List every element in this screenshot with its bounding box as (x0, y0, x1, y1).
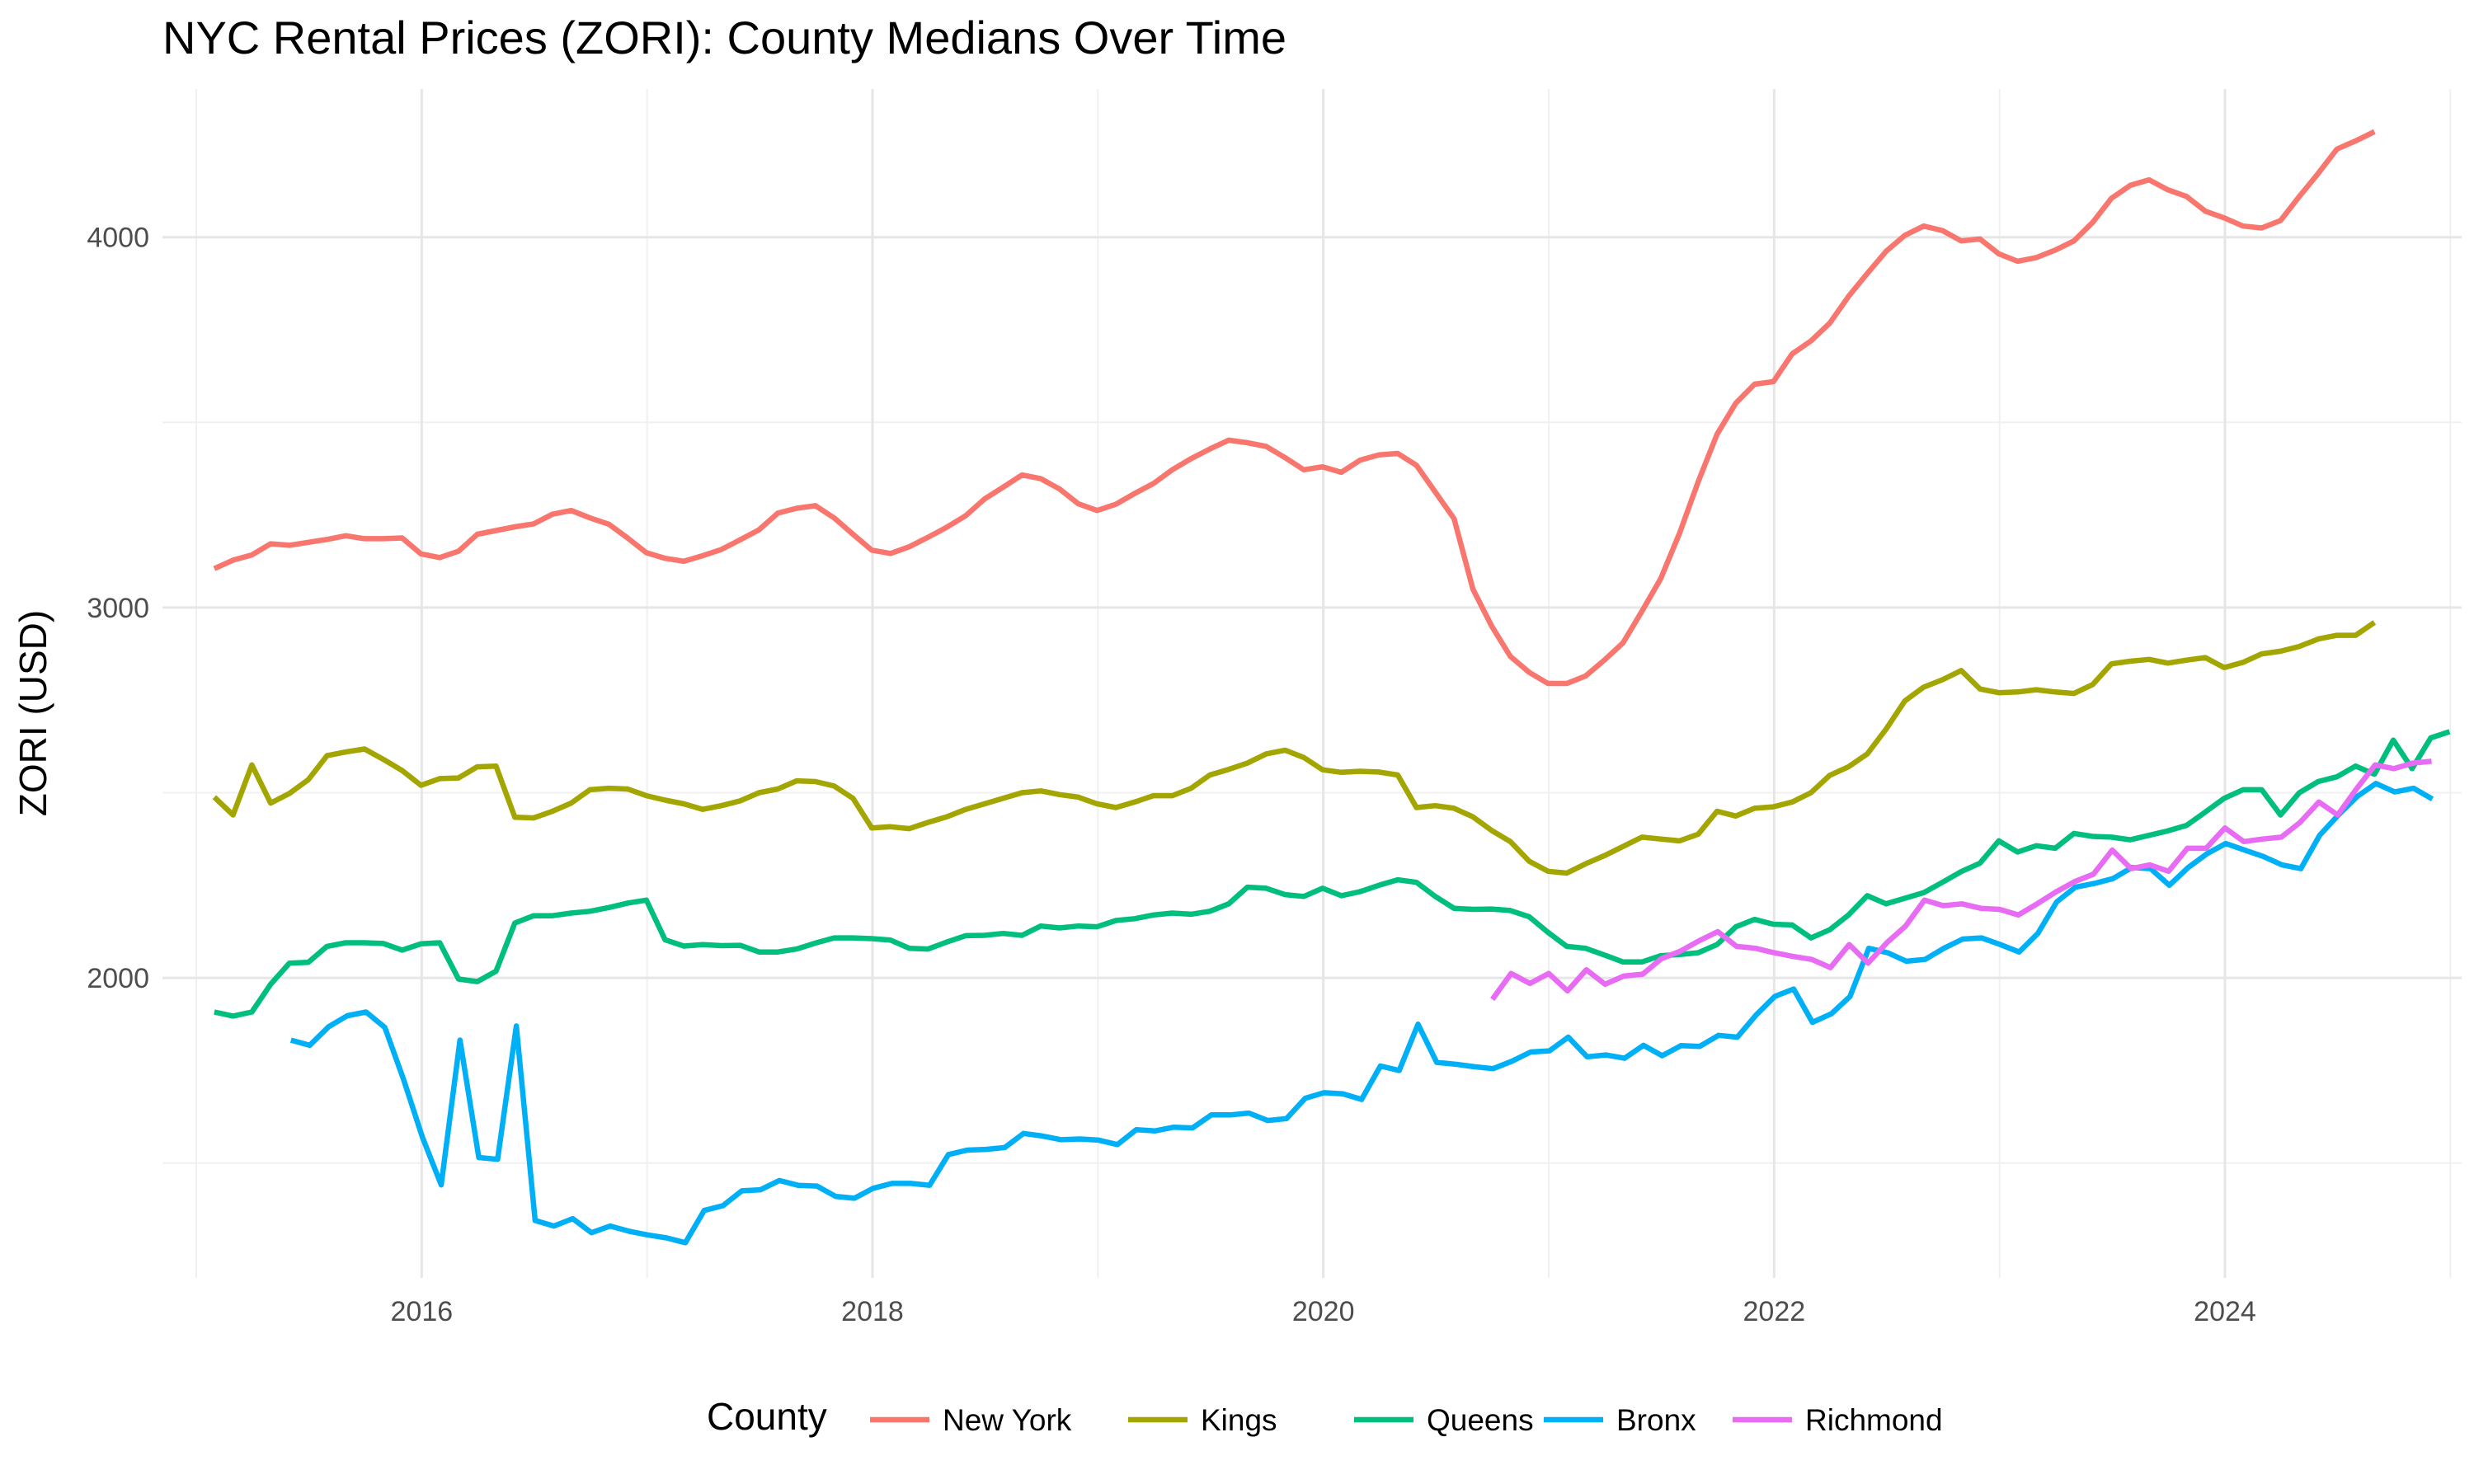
legend-title: County (707, 1395, 827, 1438)
series-line-bronx (289, 781, 2434, 1246)
series-lines (212, 129, 2451, 1246)
legend-label-kings: Kings (1201, 1403, 1277, 1437)
legend-label-richmond: Richmond (1805, 1403, 1943, 1437)
legend-label-new-york: New York (943, 1403, 1072, 1437)
x-tick-label: 2020 (1292, 1296, 1355, 1327)
series-line-richmond (1490, 758, 2432, 1002)
legend-label-queens: Queens (1427, 1403, 1534, 1437)
chart-title: NYC Rental Prices (ZORI): County Medians… (162, 12, 1286, 63)
x-tick-label: 2024 (2194, 1296, 2256, 1327)
y-tick-label: 3000 (87, 593, 149, 624)
x-tick-label: 2022 (1743, 1296, 1806, 1327)
gridlines (162, 89, 2462, 1278)
y-tick-label: 4000 (87, 223, 149, 254)
series-line-queens (214, 729, 2451, 1019)
x-tick-label: 2018 (841, 1296, 904, 1327)
legend-label-bronx: Bronx (1616, 1403, 1696, 1437)
legend: County New York Kings Queens Bronx Richmond (707, 1395, 1943, 1438)
y-axis-title: ZORI (USD) (12, 610, 54, 816)
series-line-new-york (213, 129, 2376, 687)
y-tick-label: 2000 (87, 963, 149, 994)
series-line-kings (212, 620, 2377, 876)
x-tick-label: 2016 (391, 1296, 454, 1327)
axes: 2016 2018 2020 2022 2024 2000 3000 4000 (87, 223, 2255, 1327)
